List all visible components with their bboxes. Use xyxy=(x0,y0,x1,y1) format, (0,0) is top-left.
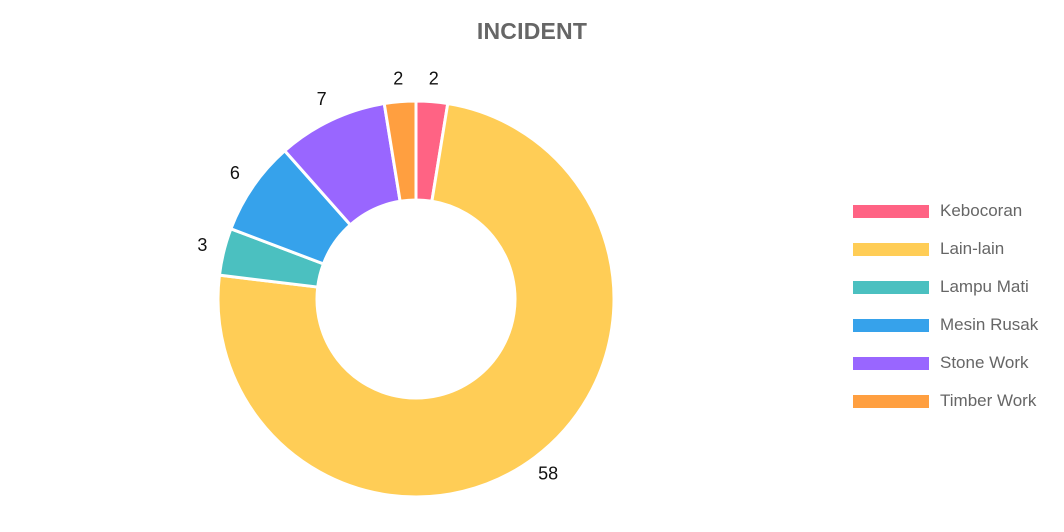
legend-label: Timber Work xyxy=(940,391,1037,410)
legend-swatch xyxy=(853,280,929,294)
legend-item-stone-work[interactable]: Stone Work xyxy=(853,344,1058,382)
legend-item-lain-lain[interactable]: Lain-lain xyxy=(853,230,1058,268)
legend-swatch xyxy=(853,242,929,256)
data-label-kebocoran: 2 xyxy=(429,68,439,88)
data-label-lain-lain: 58 xyxy=(538,464,558,484)
legend-label: Stone Work xyxy=(940,353,1029,372)
data-label-lampu-mati: 3 xyxy=(197,235,207,255)
legend-swatch xyxy=(853,356,929,370)
legend-label: Lain-lain xyxy=(940,239,1005,258)
legend-label: Mesin Rusak xyxy=(940,315,1039,334)
chart-title: INCIDENT xyxy=(476,18,588,44)
legend-label: Kebocoran xyxy=(940,201,1023,220)
data-label-stone-work: 7 xyxy=(317,89,327,109)
legend-item-lampu-mati[interactable]: Lampu Mati xyxy=(853,268,1058,306)
data-labels: 2 58 3 6 7 2 xyxy=(197,68,558,483)
legend-swatch xyxy=(853,318,929,332)
legend-label: Lampu Mati xyxy=(940,277,1029,296)
legend-swatch xyxy=(853,394,929,408)
data-label-mesin-rusak: 6 xyxy=(230,163,240,183)
legend-swatch xyxy=(853,204,929,218)
legend-item-mesin-rusak[interactable]: Mesin Rusak xyxy=(853,306,1058,344)
slice-timber-work[interactable] xyxy=(382,99,418,203)
legend-item-kebocoran[interactable]: Kebocoran xyxy=(853,192,1058,230)
legend: Kebocoran Lain-lain Lampu Mati Mesin Rusak S… xyxy=(853,192,1058,420)
slice-lain-lain[interactable] xyxy=(216,102,616,499)
legend-item-timber-work[interactable]: Timber Work xyxy=(853,382,1058,420)
donut-slices xyxy=(216,99,616,499)
data-label-timber-work: 2 xyxy=(393,68,403,88)
